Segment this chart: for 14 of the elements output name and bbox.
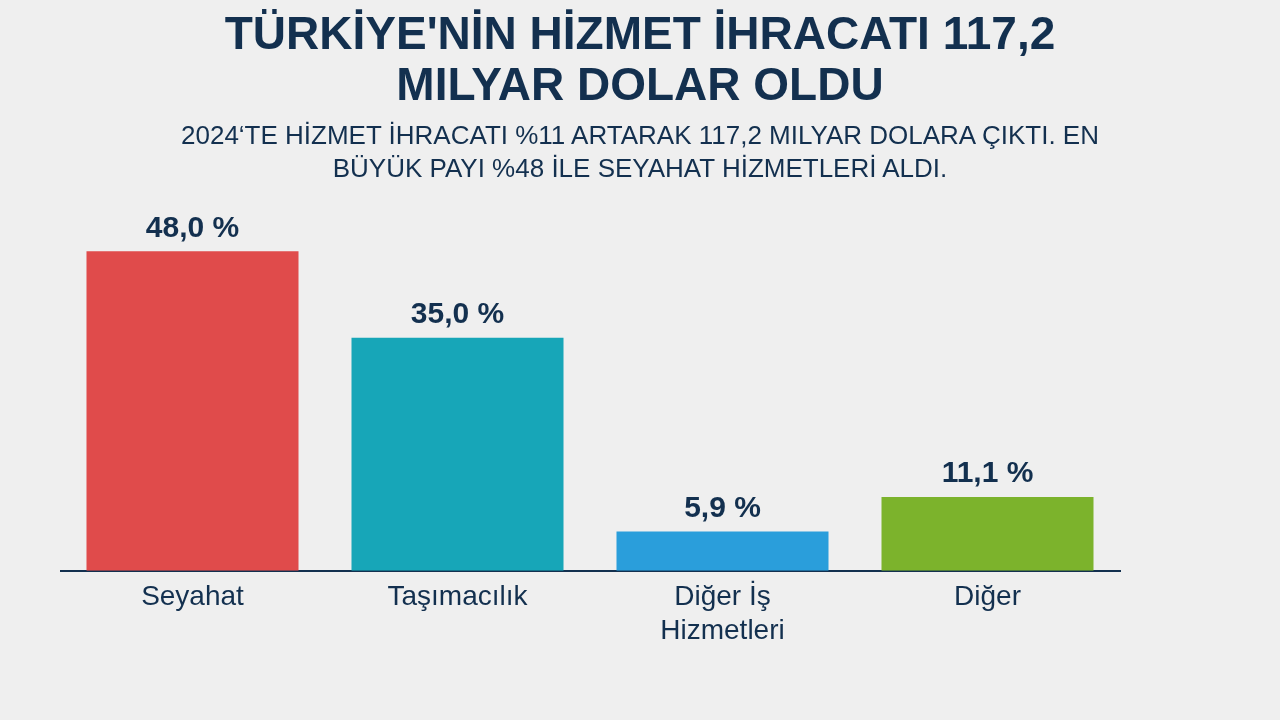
chart-subtitle: 2024‘TE HİZMET İHRACATI %11 ARTARAK 117,2 MILYAR DOLARA ÇIKTI. EN BÜYÜK PAYI %48 İLE SEYAHAT HİZMETLERİ ALDI. xyxy=(180,119,1100,185)
x-tick-label: Diğer xyxy=(954,580,1021,612)
data-label: 48,0 % xyxy=(145,209,240,243)
x-tick-label: Seyahat xyxy=(141,580,245,612)
x-tick-label: Taşımacılık xyxy=(387,580,529,612)
chart-title: TÜRKİYE'NİN HİZMET İHRACATI 117,2 MILYAR DOLAR OLDU xyxy=(223,7,1057,110)
bar xyxy=(86,251,299,571)
data-label: 11,1 % xyxy=(941,455,1034,489)
bar xyxy=(881,497,1094,571)
data-label: 35,0 % xyxy=(410,296,505,330)
data-label: 5,9 % xyxy=(684,489,761,523)
x-tick-label: Diğer İş Hizmetleri xyxy=(660,580,785,646)
bar xyxy=(351,338,564,571)
bar xyxy=(616,531,829,571)
